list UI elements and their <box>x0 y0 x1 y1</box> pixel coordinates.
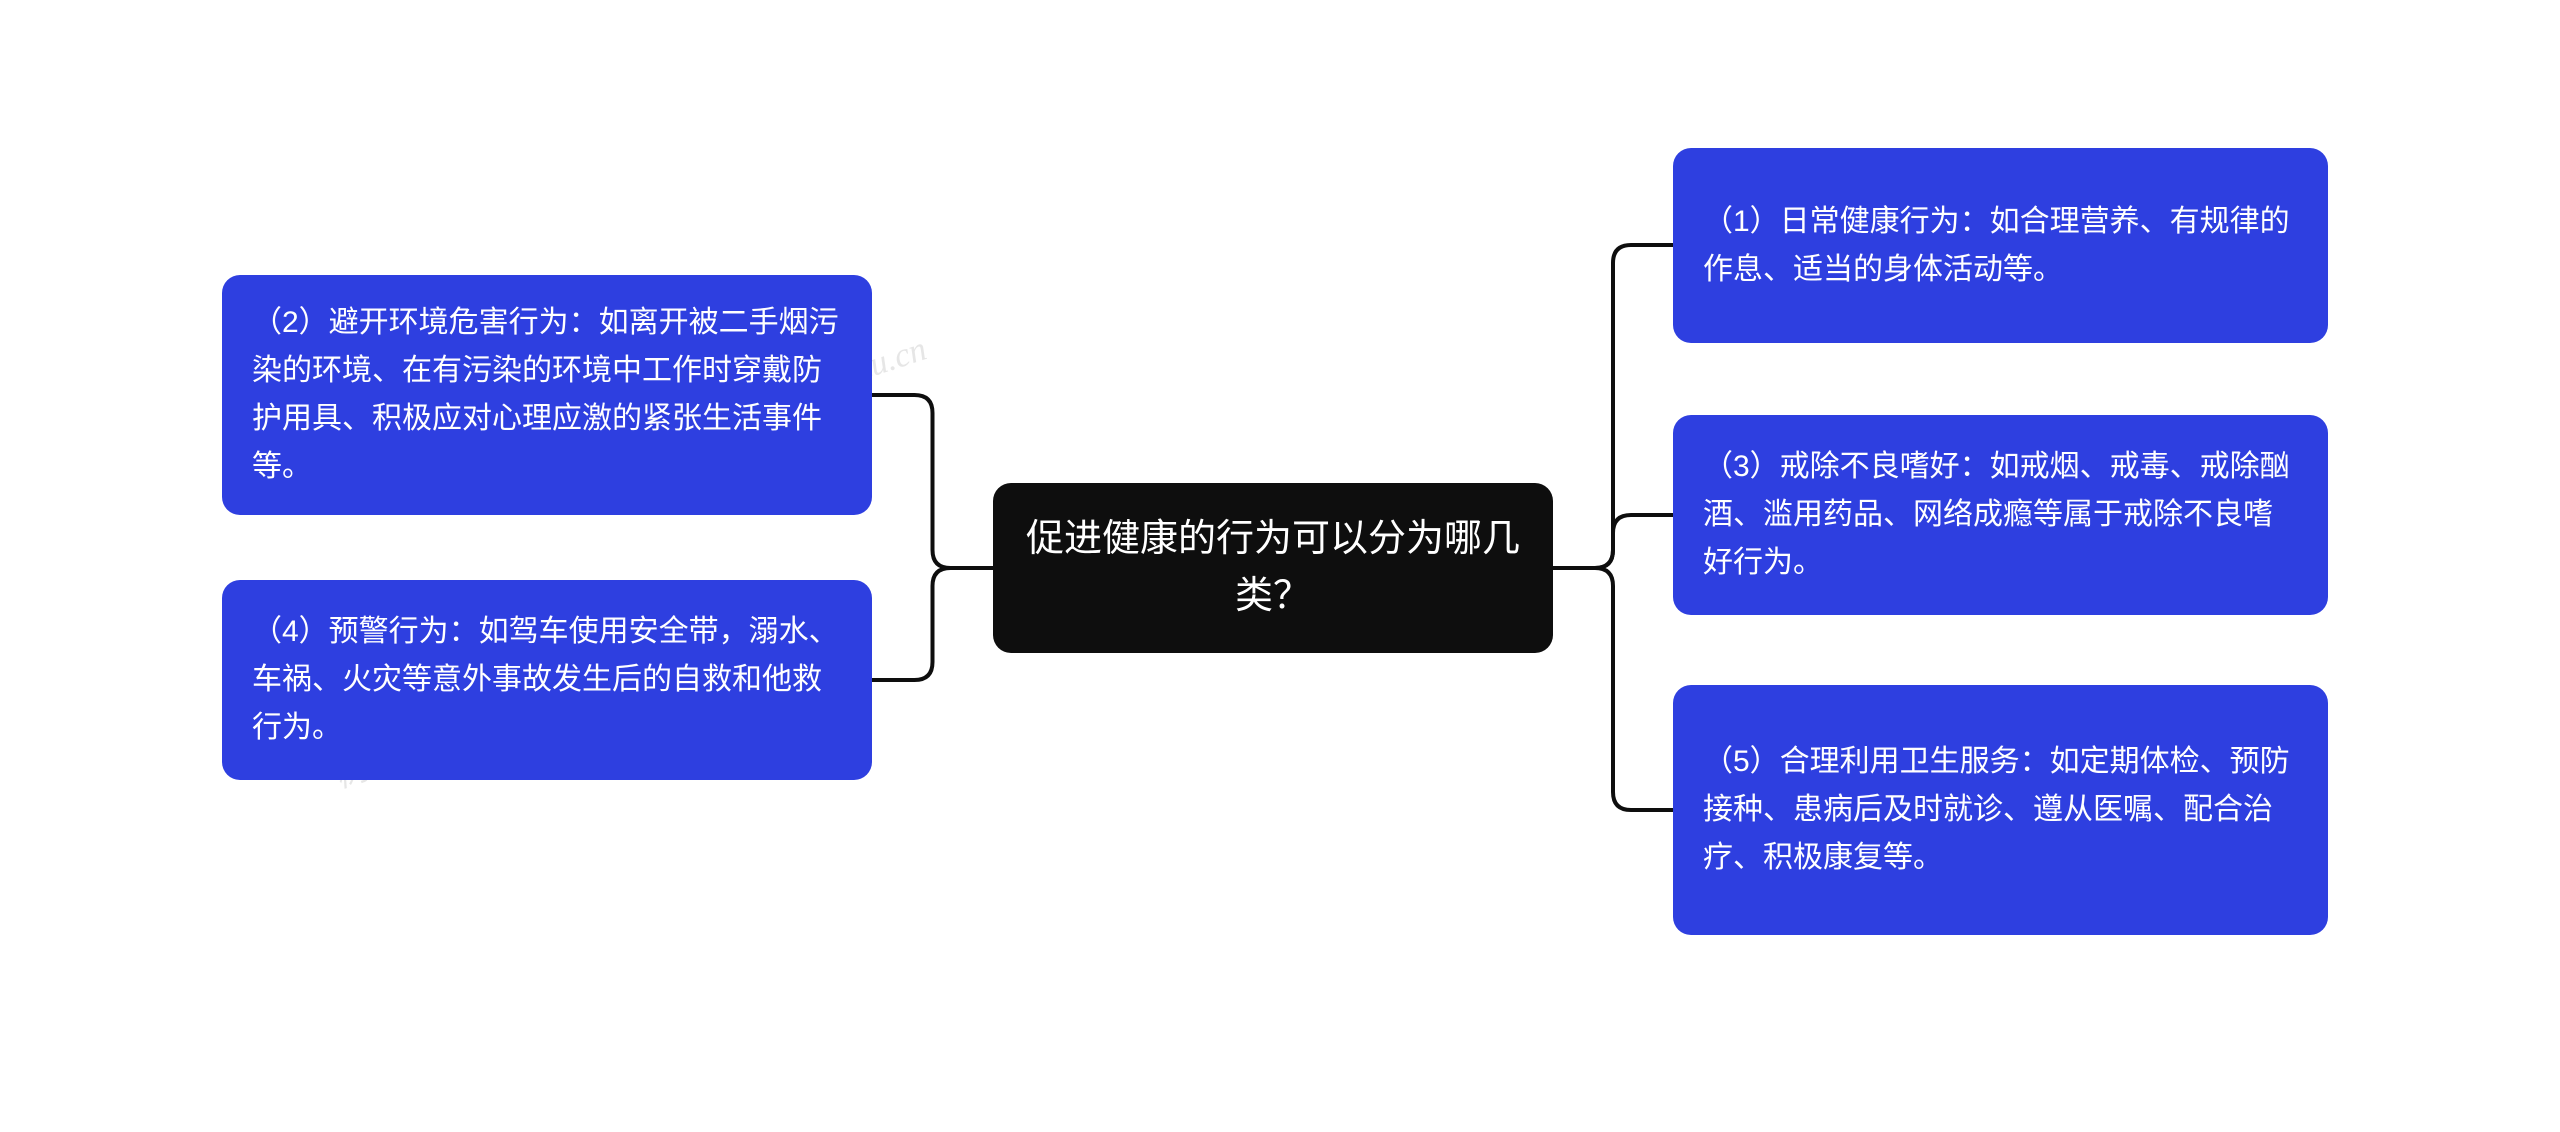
branch-node-2: （2）避开环境危害行为：如离开被二手烟污染的环境、在有污染的环境中工作时穿戴防护… <box>222 275 872 515</box>
branch-node-1: （1）日常健康行为：如合理营养、有规律的作息、适当的身体活动等。 <box>1673 148 2328 343</box>
branch-node-3: （3）戒除不良嗜好：如戒烟、戒毒、戒除酗酒、滥用药品、网络成瘾等属于戒除不良嗜好… <box>1673 415 2328 615</box>
central-node: 促进健康的行为可以分为哪几类？ <box>993 483 1553 653</box>
branch-label-5: （5）合理利用卫生服务：如定期体检、预防接种、患病后及时就诊、遵从医嘱、配合治疗… <box>1703 738 2298 882</box>
branch-node-4: （4）预警行为：如驾车使用安全带，溺水、车祸、火灾等意外事故发生后的自救和他救行… <box>222 580 872 780</box>
branch-label-3: （3）戒除不良嗜好：如戒烟、戒毒、戒除酗酒、滥用药品、网络成瘾等属于戒除不良嗜好… <box>1703 443 2298 587</box>
branch-label-1: （1）日常健康行为：如合理营养、有规律的作息、适当的身体活动等。 <box>1703 198 2298 294</box>
central-label: 促进健康的行为可以分为哪几类？ <box>1023 511 1523 625</box>
branch-label-4: （4）预警行为：如驾车使用安全带，溺水、车祸、火灾等意外事故发生后的自救和他救行… <box>252 608 842 752</box>
branch-node-5: （5）合理利用卫生服务：如定期体检、预防接种、患病后及时就诊、遵从医嘱、配合治疗… <box>1673 685 2328 935</box>
branch-label-2: （2）避开环境危害行为：如离开被二手烟污染的环境、在有污染的环境中工作时穿戴防护… <box>252 299 842 491</box>
